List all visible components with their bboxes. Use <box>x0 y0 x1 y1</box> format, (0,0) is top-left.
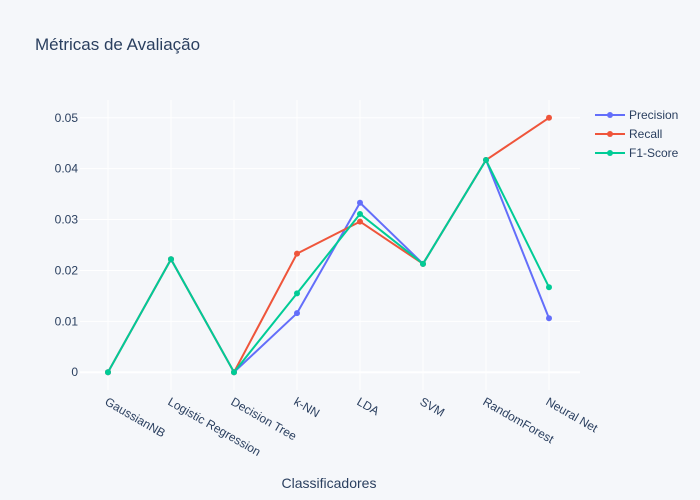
data-point[interactable] <box>420 260 426 267</box>
series-layer <box>105 114 552 376</box>
legend-label: F1-Score <box>629 146 679 160</box>
data-point[interactable] <box>168 256 174 263</box>
y-tick-label: 0.04 <box>55 162 79 176</box>
y-tick-label: 0 <box>71 365 78 379</box>
gridlines <box>80 100 580 390</box>
data-point[interactable] <box>357 199 363 206</box>
data-point[interactable] <box>105 369 111 376</box>
legend-item[interactable]: F1-Score <box>595 146 679 160</box>
x-axis-title: Classificadores <box>282 475 377 491</box>
plot-area <box>80 100 580 390</box>
chart-title: Métricas de Avaliação <box>35 35 200 54</box>
data-point[interactable] <box>546 284 552 291</box>
legend-item[interactable]: Precision <box>595 108 678 122</box>
data-point[interactable] <box>294 250 300 257</box>
y-ticks: 0 0.01 0.02 0.03 0.04 0.05 <box>55 111 79 379</box>
y-tick-label: 0.01 <box>55 314 79 328</box>
data-point[interactable] <box>483 157 489 164</box>
data-point[interactable] <box>294 290 300 297</box>
legend-label: Precision <box>629 108 678 122</box>
data-point[interactable] <box>231 369 237 376</box>
data-point[interactable] <box>357 210 363 217</box>
data-point[interactable] <box>294 310 300 317</box>
legend[interactable]: Precision Recall F1-Score <box>595 108 679 160</box>
data-point[interactable] <box>357 218 363 225</box>
legend-swatch-marker <box>607 131 613 137</box>
y-tick-label: 0.03 <box>55 213 79 227</box>
data-point[interactable] <box>546 114 552 121</box>
legend-item[interactable]: Recall <box>595 127 662 141</box>
series-line <box>107 159 550 374</box>
data-point[interactable] <box>546 315 552 322</box>
legend-label: Recall <box>629 127 662 141</box>
y-tick-label: 0.02 <box>55 263 79 277</box>
legend-swatch-marker <box>607 150 613 156</box>
legend-swatch-marker <box>607 112 613 118</box>
y-tick-label: 0.05 <box>55 111 79 125</box>
